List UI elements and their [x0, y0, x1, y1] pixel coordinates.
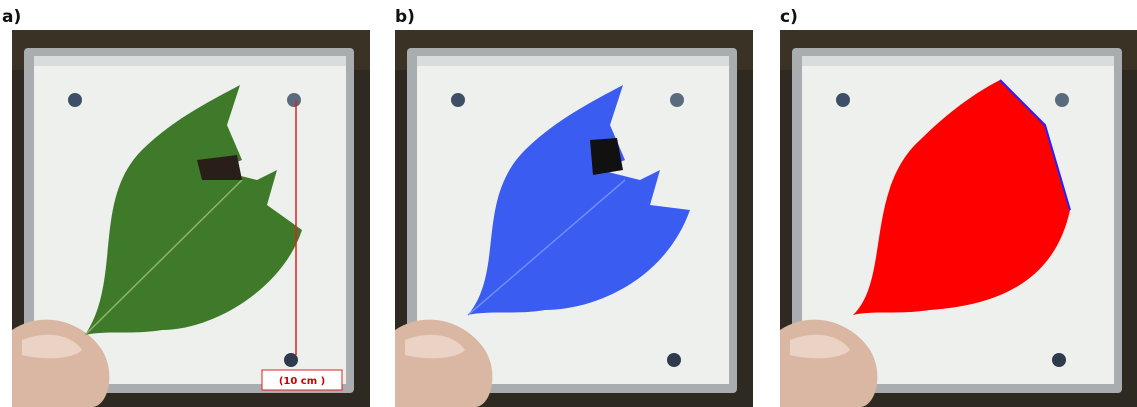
- panel-a: a) (10 cm ): [2, 7, 370, 407]
- panel-label: b): [395, 7, 415, 27]
- panel-b: b): [395, 7, 753, 407]
- scale-annotation: (10 cm ): [279, 376, 325, 387]
- panel-label: c): [780, 7, 798, 27]
- panel-c: c): [780, 7, 1137, 407]
- figure: a) (10 cm ) b) c): [0, 0, 1137, 407]
- panel-label: a): [2, 7, 21, 27]
